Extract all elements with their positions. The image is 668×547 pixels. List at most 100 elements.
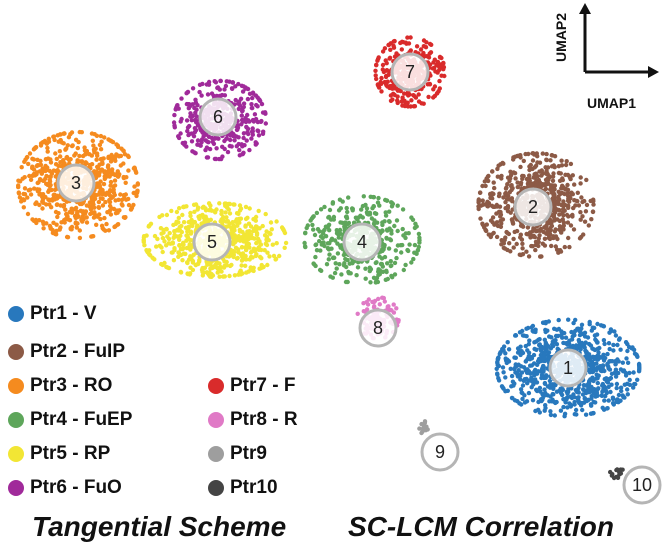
scatter-point bbox=[416, 231, 422, 237]
scatter-point bbox=[380, 62, 386, 68]
scatter-point bbox=[613, 374, 619, 379]
scatter-point bbox=[575, 190, 580, 195]
scatter-point bbox=[593, 394, 598, 399]
scatter-point bbox=[491, 230, 496, 236]
scatter-point bbox=[392, 223, 397, 229]
scatter-point bbox=[560, 335, 565, 340]
scatter-point bbox=[102, 215, 107, 221]
scatter-point bbox=[100, 203, 106, 208]
scatter-point bbox=[500, 365, 506, 370]
scatter-point bbox=[518, 352, 523, 358]
scatter-point bbox=[426, 94, 431, 100]
scatter-point bbox=[274, 241, 279, 246]
scatter-point bbox=[389, 263, 394, 268]
scatter-point bbox=[78, 208, 84, 213]
scatter-point bbox=[206, 201, 212, 206]
cluster-badge-10: 10 bbox=[622, 465, 662, 505]
scatter-point bbox=[257, 226, 262, 231]
scatter-point bbox=[499, 242, 504, 247]
scatter-point bbox=[233, 84, 238, 89]
scatter-point bbox=[74, 225, 80, 230]
scatter-point bbox=[625, 387, 630, 392]
scatter-point bbox=[219, 269, 224, 274]
scatter-point bbox=[387, 56, 392, 61]
cluster-badges: 1 2 3 4 5 6 7 8 9 10 bbox=[56, 52, 662, 505]
scatter-point bbox=[547, 174, 552, 179]
scatter-point bbox=[574, 198, 579, 204]
scatter-point bbox=[518, 364, 524, 369]
scatter-point bbox=[565, 187, 571, 192]
scatter-point bbox=[583, 412, 589, 417]
scatter-point bbox=[386, 246, 392, 251]
scatter-point bbox=[498, 209, 503, 215]
scatter-point bbox=[388, 307, 393, 313]
scatter-point bbox=[532, 165, 537, 170]
scatter-point bbox=[64, 154, 70, 160]
scatter-point bbox=[311, 227, 316, 232]
scatter-point bbox=[84, 203, 90, 208]
scatter-point bbox=[559, 392, 565, 398]
scatter-point bbox=[567, 244, 572, 250]
cluster-badge-1: 1 bbox=[548, 348, 588, 388]
scatter-point bbox=[358, 213, 363, 218]
scatter-point bbox=[243, 204, 249, 210]
scatter-point bbox=[46, 136, 51, 141]
scatter-point bbox=[408, 35, 413, 40]
scatter-point bbox=[90, 138, 96, 143]
scatter-point bbox=[512, 366, 517, 372]
scatter-point bbox=[401, 267, 406, 273]
scatter-point bbox=[212, 156, 218, 162]
scatter-point bbox=[250, 90, 256, 95]
scatter-point bbox=[513, 176, 518, 181]
scatter-point bbox=[331, 214, 337, 220]
scatter-point bbox=[244, 125, 249, 130]
scatter-point bbox=[228, 263, 233, 269]
scatter-point bbox=[252, 112, 258, 117]
scatter-point bbox=[122, 196, 127, 201]
scatter-point bbox=[489, 203, 495, 208]
scatter-point bbox=[588, 343, 594, 348]
scatter-point bbox=[533, 247, 538, 253]
cluster-badge-5: 5 bbox=[192, 222, 232, 262]
scatter-point bbox=[326, 257, 331, 262]
scatter-point bbox=[55, 214, 60, 220]
scatter-point bbox=[618, 467, 623, 472]
scatter-point bbox=[590, 209, 596, 215]
scatter-point bbox=[596, 386, 601, 391]
scatter-point bbox=[528, 232, 533, 237]
scatter-point bbox=[141, 235, 147, 240]
scatter-point bbox=[201, 270, 207, 275]
scatter-point bbox=[254, 141, 259, 146]
scatter-point bbox=[185, 260, 190, 265]
cluster-badge-circle bbox=[358, 308, 398, 348]
scatter-point bbox=[232, 240, 238, 245]
scatter-point bbox=[584, 202, 590, 208]
scatter-point bbox=[400, 226, 405, 232]
scatter-point bbox=[563, 172, 568, 177]
scatter-point bbox=[37, 177, 43, 182]
scatter-point bbox=[492, 185, 497, 191]
scatter-point bbox=[230, 86, 235, 92]
scatter-point bbox=[607, 346, 612, 352]
scatter-point bbox=[509, 196, 515, 201]
scatter-point bbox=[61, 203, 67, 209]
cluster-badge-label: 7 bbox=[405, 62, 415, 82]
scatter-point bbox=[388, 93, 394, 98]
scatter-point bbox=[506, 347, 512, 352]
scatter-point bbox=[194, 114, 199, 119]
scatter-point bbox=[238, 216, 244, 221]
scatter-point bbox=[310, 222, 315, 228]
scatter-point bbox=[25, 195, 30, 200]
scatter-point bbox=[123, 180, 128, 185]
scatter-point bbox=[235, 125, 241, 130]
scatter-point bbox=[368, 194, 373, 199]
scatter-point bbox=[374, 76, 379, 82]
scatter-point bbox=[164, 226, 169, 232]
scatter-point bbox=[56, 139, 61, 144]
scatter-point bbox=[553, 205, 558, 211]
scatter-point bbox=[370, 206, 375, 211]
scatter-point bbox=[237, 99, 242, 104]
scatter-point bbox=[318, 207, 324, 212]
scatter-point bbox=[405, 247, 410, 253]
scatter-point bbox=[503, 375, 508, 380]
